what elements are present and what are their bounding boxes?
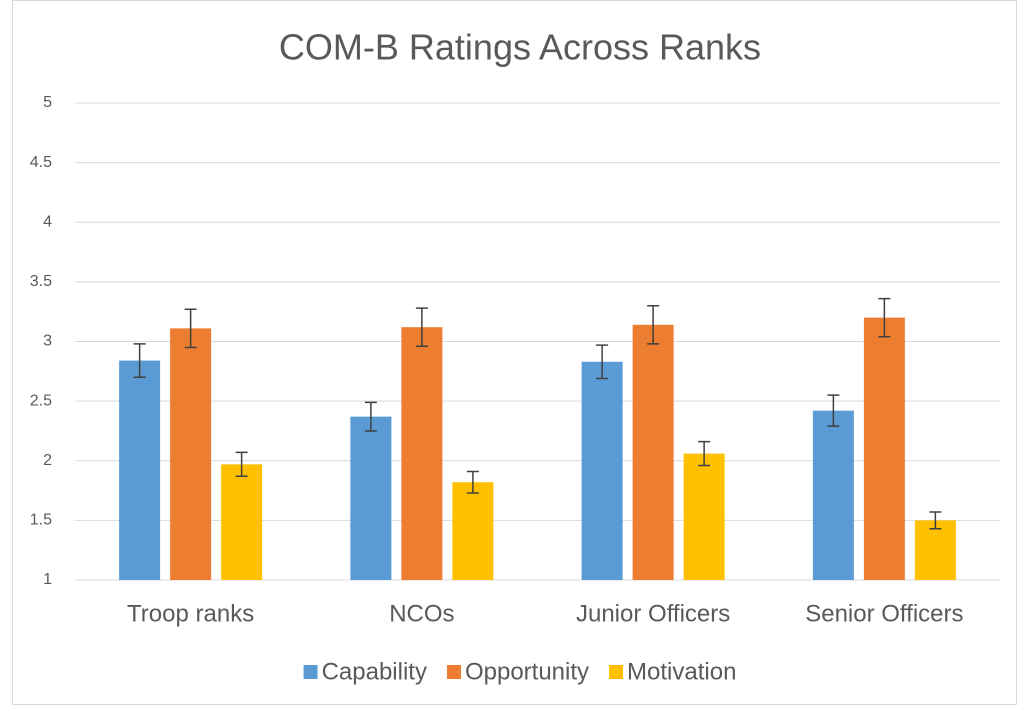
x-tick-label: Troop ranks [127, 600, 254, 627]
error-bar [235, 451, 248, 478]
y-tick-label: 3 [43, 333, 52, 350]
bar [119, 360, 161, 580]
bar [170, 328, 212, 580]
bar [683, 453, 725, 580]
legend-swatch [609, 665, 624, 679]
error-bar [184, 308, 197, 349]
legend-swatch [303, 665, 318, 679]
error-bar [364, 401, 377, 432]
bar [914, 520, 956, 580]
y-tick-label: 1.5 [30, 512, 52, 529]
legend-label: Capability [322, 658, 427, 685]
y-tick-label: 4 [43, 213, 52, 230]
bar [221, 464, 263, 580]
y-tick-label: 3.5 [30, 273, 52, 290]
bar [812, 410, 854, 580]
bar [452, 482, 494, 580]
legend-label: Opportunity [465, 658, 589, 685]
error-bar [698, 440, 711, 467]
bar [350, 416, 392, 580]
x-tick-label: Junior Officers [576, 600, 730, 627]
legend-label: Motivation [627, 658, 736, 685]
legend-swatch [446, 665, 461, 679]
error-bar [929, 511, 942, 530]
bar [581, 361, 623, 580]
x-tick-label: Senior Officers [805, 600, 963, 627]
bar [632, 324, 674, 580]
error-bar [466, 470, 479, 494]
y-tick-label: 2 [43, 452, 52, 469]
error-bar [827, 394, 840, 427]
bar [401, 327, 443, 580]
y-tick-label: 5 [43, 94, 52, 111]
y-tick-label: 2.5 [30, 392, 52, 409]
error-bar [596, 344, 609, 380]
error-bar [133, 343, 146, 379]
error-bar [878, 297, 891, 338]
error-bar [647, 304, 660, 345]
x-tick-label: NCOs [389, 600, 454, 627]
bar [863, 317, 905, 580]
error-bar [415, 307, 428, 348]
chart-title: COM-B Ratings Across Ranks [279, 27, 761, 68]
y-tick-label: 4.5 [30, 154, 52, 171]
y-tick-label: 1 [43, 571, 52, 588]
